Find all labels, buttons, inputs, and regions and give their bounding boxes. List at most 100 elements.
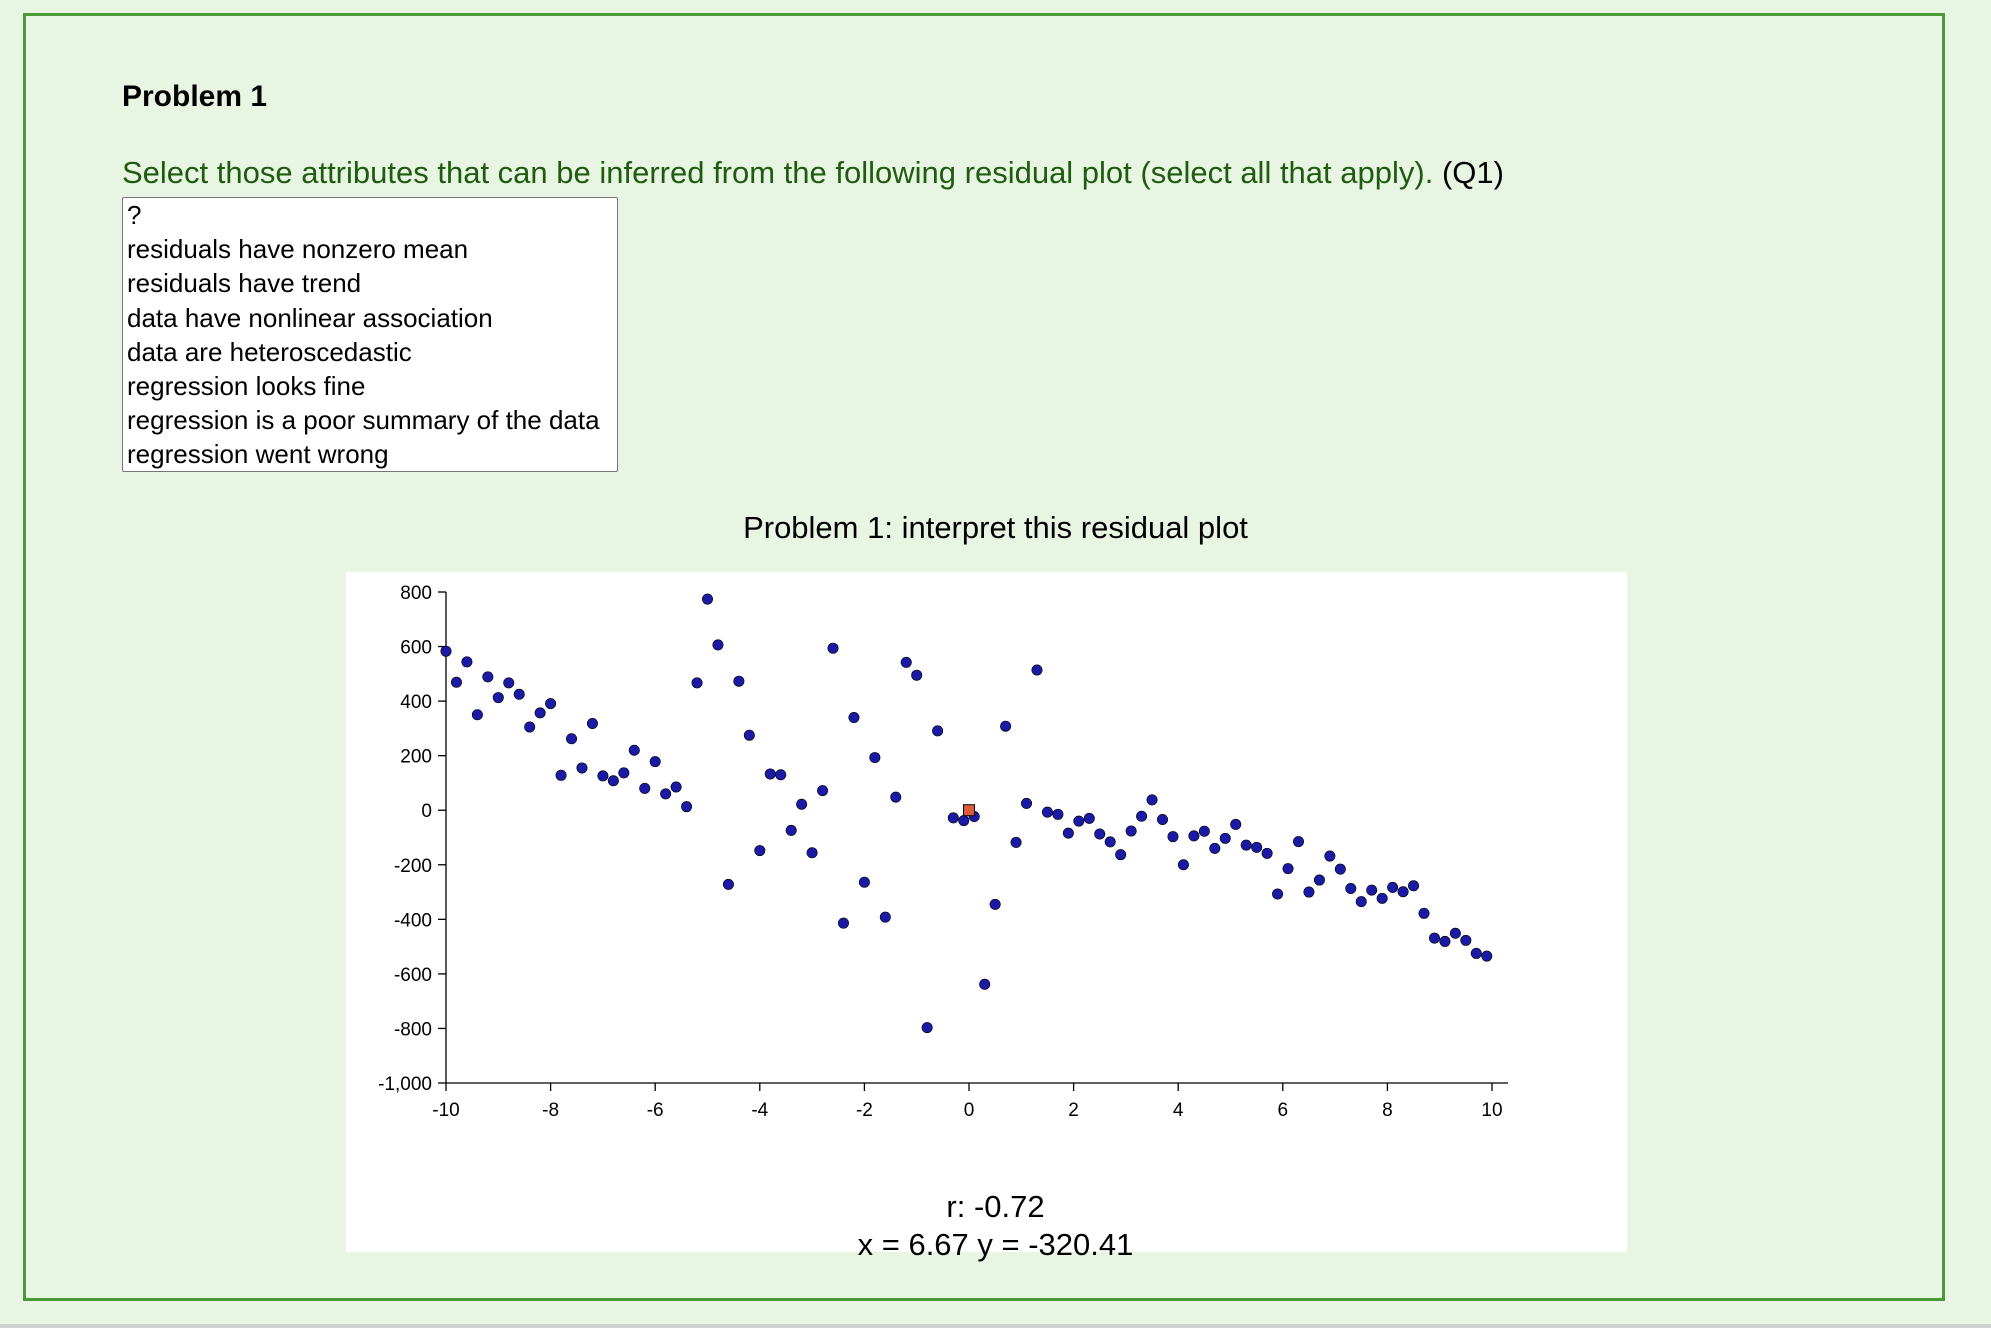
attribute-option[interactable]: residuals have nonzero mean bbox=[127, 234, 469, 265]
data-point[interactable] bbox=[743, 729, 755, 741]
data-point[interactable] bbox=[848, 711, 860, 723]
attribute-option[interactable]: ? bbox=[127, 200, 142, 230]
data-point[interactable] bbox=[618, 767, 630, 779]
data-point[interactable] bbox=[900, 656, 912, 668]
data-point[interactable] bbox=[1376, 892, 1388, 904]
data-point[interactable] bbox=[733, 675, 745, 687]
data-point[interactable] bbox=[1408, 880, 1420, 892]
data-point[interactable] bbox=[1470, 947, 1482, 959]
data-point[interactable] bbox=[1010, 836, 1022, 848]
data-point[interactable] bbox=[911, 669, 923, 681]
data-point[interactable] bbox=[1094, 828, 1106, 840]
data-point[interactable] bbox=[837, 917, 849, 929]
data-point[interactable] bbox=[1428, 932, 1440, 944]
data-point[interactable] bbox=[1031, 664, 1043, 676]
data-point[interactable] bbox=[1198, 825, 1210, 837]
data-point[interactable] bbox=[1449, 927, 1461, 939]
data-point[interactable] bbox=[691, 677, 703, 689]
data-point[interactable] bbox=[513, 688, 525, 700]
data-point[interactable] bbox=[607, 775, 619, 787]
data-point[interactable] bbox=[796, 798, 808, 810]
data-point[interactable] bbox=[958, 815, 970, 827]
attribute-option[interactable]: data are heteroscedastic bbox=[127, 336, 412, 367]
data-point[interactable] bbox=[979, 978, 991, 990]
data-point[interactable] bbox=[1251, 841, 1263, 853]
attributes-multiselect[interactable]: ? residuals have nonzero mean residuals ha… bbox=[122, 197, 618, 472]
attribute-option[interactable]: regression went wrong bbox=[127, 439, 389, 470]
data-point[interactable] bbox=[827, 642, 839, 654]
data-point[interactable] bbox=[1303, 886, 1315, 898]
data-point[interactable] bbox=[858, 876, 870, 888]
data-point[interactable] bbox=[890, 791, 902, 803]
attribute-option[interactable]: regression looks fine bbox=[127, 371, 366, 402]
data-point[interactable] bbox=[1324, 850, 1336, 862]
data-point[interactable] bbox=[1073, 815, 1085, 827]
data-point[interactable] bbox=[534, 707, 546, 719]
data-point[interactable] bbox=[492, 692, 504, 704]
attribute-option[interactable]: data have nonlinear association bbox=[127, 302, 493, 333]
data-point[interactable] bbox=[555, 769, 567, 781]
data-point[interactable] bbox=[869, 752, 881, 764]
data-point[interactable] bbox=[628, 744, 640, 756]
data-point[interactable] bbox=[586, 717, 598, 729]
data-point[interactable] bbox=[921, 1022, 933, 1034]
data-point[interactable] bbox=[712, 639, 724, 651]
data-point[interactable] bbox=[1366, 884, 1378, 896]
data-point[interactable] bbox=[1209, 842, 1221, 854]
data-point[interactable] bbox=[670, 781, 682, 793]
data-point[interactable] bbox=[1167, 831, 1179, 843]
data-point[interactable] bbox=[681, 801, 693, 813]
data-point[interactable] bbox=[1104, 836, 1116, 848]
data-point[interactable] bbox=[1282, 863, 1294, 875]
data-point[interactable] bbox=[879, 911, 891, 923]
data-point[interactable] bbox=[1219, 832, 1231, 844]
data-point[interactable] bbox=[1261, 847, 1273, 859]
data-point[interactable] bbox=[817, 785, 829, 797]
data-point[interactable] bbox=[639, 782, 651, 794]
data-point[interactable] bbox=[764, 768, 776, 780]
data-point[interactable] bbox=[482, 671, 494, 683]
data-point[interactable] bbox=[947, 812, 959, 824]
attribute-option[interactable]: residuals have trend bbox=[127, 268, 362, 299]
data-point[interactable] bbox=[545, 698, 557, 710]
data-point[interactable] bbox=[1177, 859, 1189, 871]
data-point[interactable] bbox=[1334, 863, 1346, 875]
data-point[interactable] bbox=[1355, 896, 1367, 908]
data-point[interactable] bbox=[1115, 849, 1127, 861]
attribute-option[interactable]: regression is a poor summary of the data bbox=[127, 405, 600, 436]
data-point[interactable] bbox=[1000, 720, 1012, 732]
data-point[interactable] bbox=[649, 756, 661, 768]
data-point[interactable] bbox=[1240, 839, 1252, 851]
data-point[interactable] bbox=[566, 733, 578, 745]
data-point[interactable] bbox=[1062, 827, 1074, 839]
data-point[interactable] bbox=[806, 847, 818, 859]
data-point[interactable] bbox=[1125, 825, 1137, 837]
data-point[interactable] bbox=[754, 845, 766, 857]
data-point[interactable] bbox=[1418, 907, 1430, 919]
data-point[interactable] bbox=[1313, 874, 1325, 886]
data-point[interactable] bbox=[1272, 888, 1284, 900]
data-point[interactable] bbox=[461, 656, 473, 668]
data-point[interactable] bbox=[1021, 797, 1033, 809]
data-point[interactable] bbox=[1188, 830, 1200, 842]
data-point[interactable] bbox=[503, 677, 515, 689]
data-point[interactable] bbox=[471, 709, 483, 721]
data-point[interactable] bbox=[1292, 836, 1304, 848]
data-point[interactable] bbox=[1387, 881, 1399, 893]
data-point[interactable] bbox=[1439, 935, 1451, 947]
data-point[interactable] bbox=[1230, 818, 1242, 830]
data-point[interactable] bbox=[440, 645, 452, 657]
data-point[interactable] bbox=[524, 721, 536, 733]
data-point[interactable] bbox=[1481, 950, 1493, 962]
data-point[interactable] bbox=[1041, 806, 1053, 818]
data-point[interactable] bbox=[1146, 794, 1158, 806]
data-point[interactable] bbox=[722, 878, 734, 890]
data-point[interactable] bbox=[1397, 886, 1409, 898]
data-point[interactable] bbox=[1345, 883, 1357, 895]
data-point[interactable] bbox=[1157, 813, 1169, 825]
draggable-marker[interactable] bbox=[963, 804, 975, 817]
data-point[interactable] bbox=[1136, 810, 1148, 822]
data-point[interactable] bbox=[701, 593, 713, 605]
data-point[interactable] bbox=[989, 898, 1001, 910]
data-point[interactable] bbox=[1083, 812, 1095, 824]
